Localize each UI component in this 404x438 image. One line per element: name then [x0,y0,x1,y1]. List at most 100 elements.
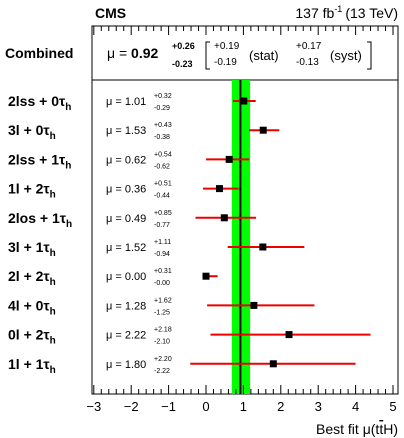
channel-label-main: 2los + 1τ [8,210,67,226]
channel-marker [285,331,293,339]
combined-syst-down: -0.13 [296,57,319,68]
lumi-label: 137 fb-1 (13 TeV) [295,4,398,21]
channel-row: 1l + 1τh μ = 1.80 +2.20 -2.22 [8,356,356,376]
channel-err-down: -0.00 [154,280,170,287]
channel-mu-value: μ = 1.52 [106,242,146,254]
channel-label-subscript: h [50,248,56,259]
channel-label-main: 3l + 0τ [8,122,50,138]
channel-row: 2lss + 1τh μ = 0.62 +0.54 -0.62 [8,151,250,171]
combined-label: Combined [5,45,73,61]
channel-label: 3l + 0τh [8,122,56,142]
lumi-exponent: -1 [334,4,342,14]
channel-err-up: +0.32 [154,93,172,100]
channel-label-main: 3l + 1τ [8,239,50,255]
channel-label-subscript: h [50,306,56,317]
lumi-energy: (13 TeV) [345,5,398,21]
channel-label-subscript: h [65,102,71,113]
channel-label-main: 0l + 2τ [8,327,50,343]
channel-row: 2lss + 0τh μ = 1.01 +0.32 -0.29 [8,93,256,113]
channel-marker [259,243,267,251]
channel-err-down: -0.77 [154,222,170,229]
channel-label-main: 2lss + 0τ [8,93,66,109]
channel-err-up: +1.62 [154,297,172,304]
channel-row: 3l + 1τh μ = 1.52 +1.11 -0.94 [8,239,305,259]
channel-marker [225,155,233,163]
combined-mu-prefix: μ = [107,45,127,61]
x-tick-label: −1 [161,399,176,414]
channel-label: 2los + 1τh [8,210,72,230]
channel-marker [202,272,210,280]
channel-label: 1l + 2τh [8,181,56,201]
channel-label-main: 2l + 2τ [8,268,50,284]
x-tick-label: 0 [202,399,209,414]
x-axis: −3 −2 −1 0 1 2 3 4 5 [86,26,397,414]
channel-label-main: 1l + 2τ [8,181,50,197]
channel-err-up: +0.85 [154,210,172,217]
channel-err-down: -0.29 [154,105,170,112]
channel-label: 2l + 2τh [8,268,56,288]
channel-mu-value: μ = 2.22 [106,330,146,342]
channel-mu-value: μ = 0.49 [106,213,146,225]
combined-close-bracket [367,41,372,70]
combined-mu-value: 0.92 [131,45,158,61]
channel-mu-value: μ = 1.01 [106,96,146,108]
channel-err-down: -2.10 [154,339,170,346]
combined-stat-up: +0.19 [214,41,240,52]
x-axis-title-tail: H) [383,421,398,437]
channel-err-down: -0.44 [154,193,170,200]
combined-open-bracket [205,41,210,70]
channel-label: 1l + 1τh [8,356,56,376]
channel-err-down: -0.38 [154,134,170,141]
channel-label-subscript: h [65,160,71,171]
channel-err-up: +0.43 [154,122,172,129]
channel-label: 2lss + 0τh [8,93,71,113]
channel-err-up: +0.51 [154,181,172,188]
channel-mu-value: μ = 0.62 [106,154,146,166]
combined-band-group [231,80,251,394]
x-axis-title-tbar: t [379,421,383,437]
channel-mu-value: μ = 1.28 [106,300,146,312]
channel-marker [215,185,223,193]
channel-err-up: +2.20 [154,356,172,363]
x-axis-title: Best fit μ(ttH) [316,421,398,437]
x-tick-label: 3 [315,399,322,414]
channel-marker [220,214,228,222]
channel-row: 1l + 2τh μ = 0.36 +0.51 -0.44 [8,181,239,201]
x-tick-label: 2 [277,399,284,414]
channel-mu-value: μ = 0.00 [106,271,146,283]
channel-err-up: +0.54 [154,151,172,158]
channel-label-subscript: h [66,219,72,230]
x-tick-label: 5 [389,399,396,414]
channel-row: 4l + 0τh μ = 1.28 +1.62 -1.25 [8,297,315,317]
combined-total-down: -0.23 [172,59,193,69]
channel-mu-value: μ = 0.36 [106,184,146,196]
channel-err-down: -1.25 [154,309,170,316]
channel-err-down: -0.94 [154,251,170,258]
channel-marker [259,126,267,134]
channel-label: 4l + 0τh [8,297,56,317]
channel-row: 0l + 2τh μ = 2.22 +2.18 -2.10 [8,327,371,347]
lumi-value: 137 fb [295,5,334,21]
channel-marker [269,360,277,368]
channel-err-down: -0.62 [154,163,170,170]
channel-label: 3l + 1τh [8,239,56,259]
channel-label-subscript: h [50,336,56,347]
channel-err-up: +2.18 [154,327,172,334]
cms-label: CMS [95,5,126,21]
channel-marker [240,97,248,105]
x-tick-label: 4 [352,399,359,414]
combined-stat-down: -0.19 [214,57,237,68]
combined-stat-label: (stat) [249,48,279,63]
channel-label-subscript: h [50,365,56,376]
x-tick-label: 1 [240,399,247,414]
channel-label-subscript: h [50,277,56,288]
combined-mu: μ = 0.92 [107,45,158,61]
channel-row: 2los + 1τh μ = 0.49 +0.85 -0.77 [8,210,257,230]
channel-row: 3l + 0τh μ = 1.53 +0.43 -0.38 [8,122,280,142]
channel-label-subscript: h [50,131,56,142]
channel-label-subscript: h [50,190,56,201]
combined-syst-label: (syst) [330,48,362,63]
channel-marker [250,301,258,309]
